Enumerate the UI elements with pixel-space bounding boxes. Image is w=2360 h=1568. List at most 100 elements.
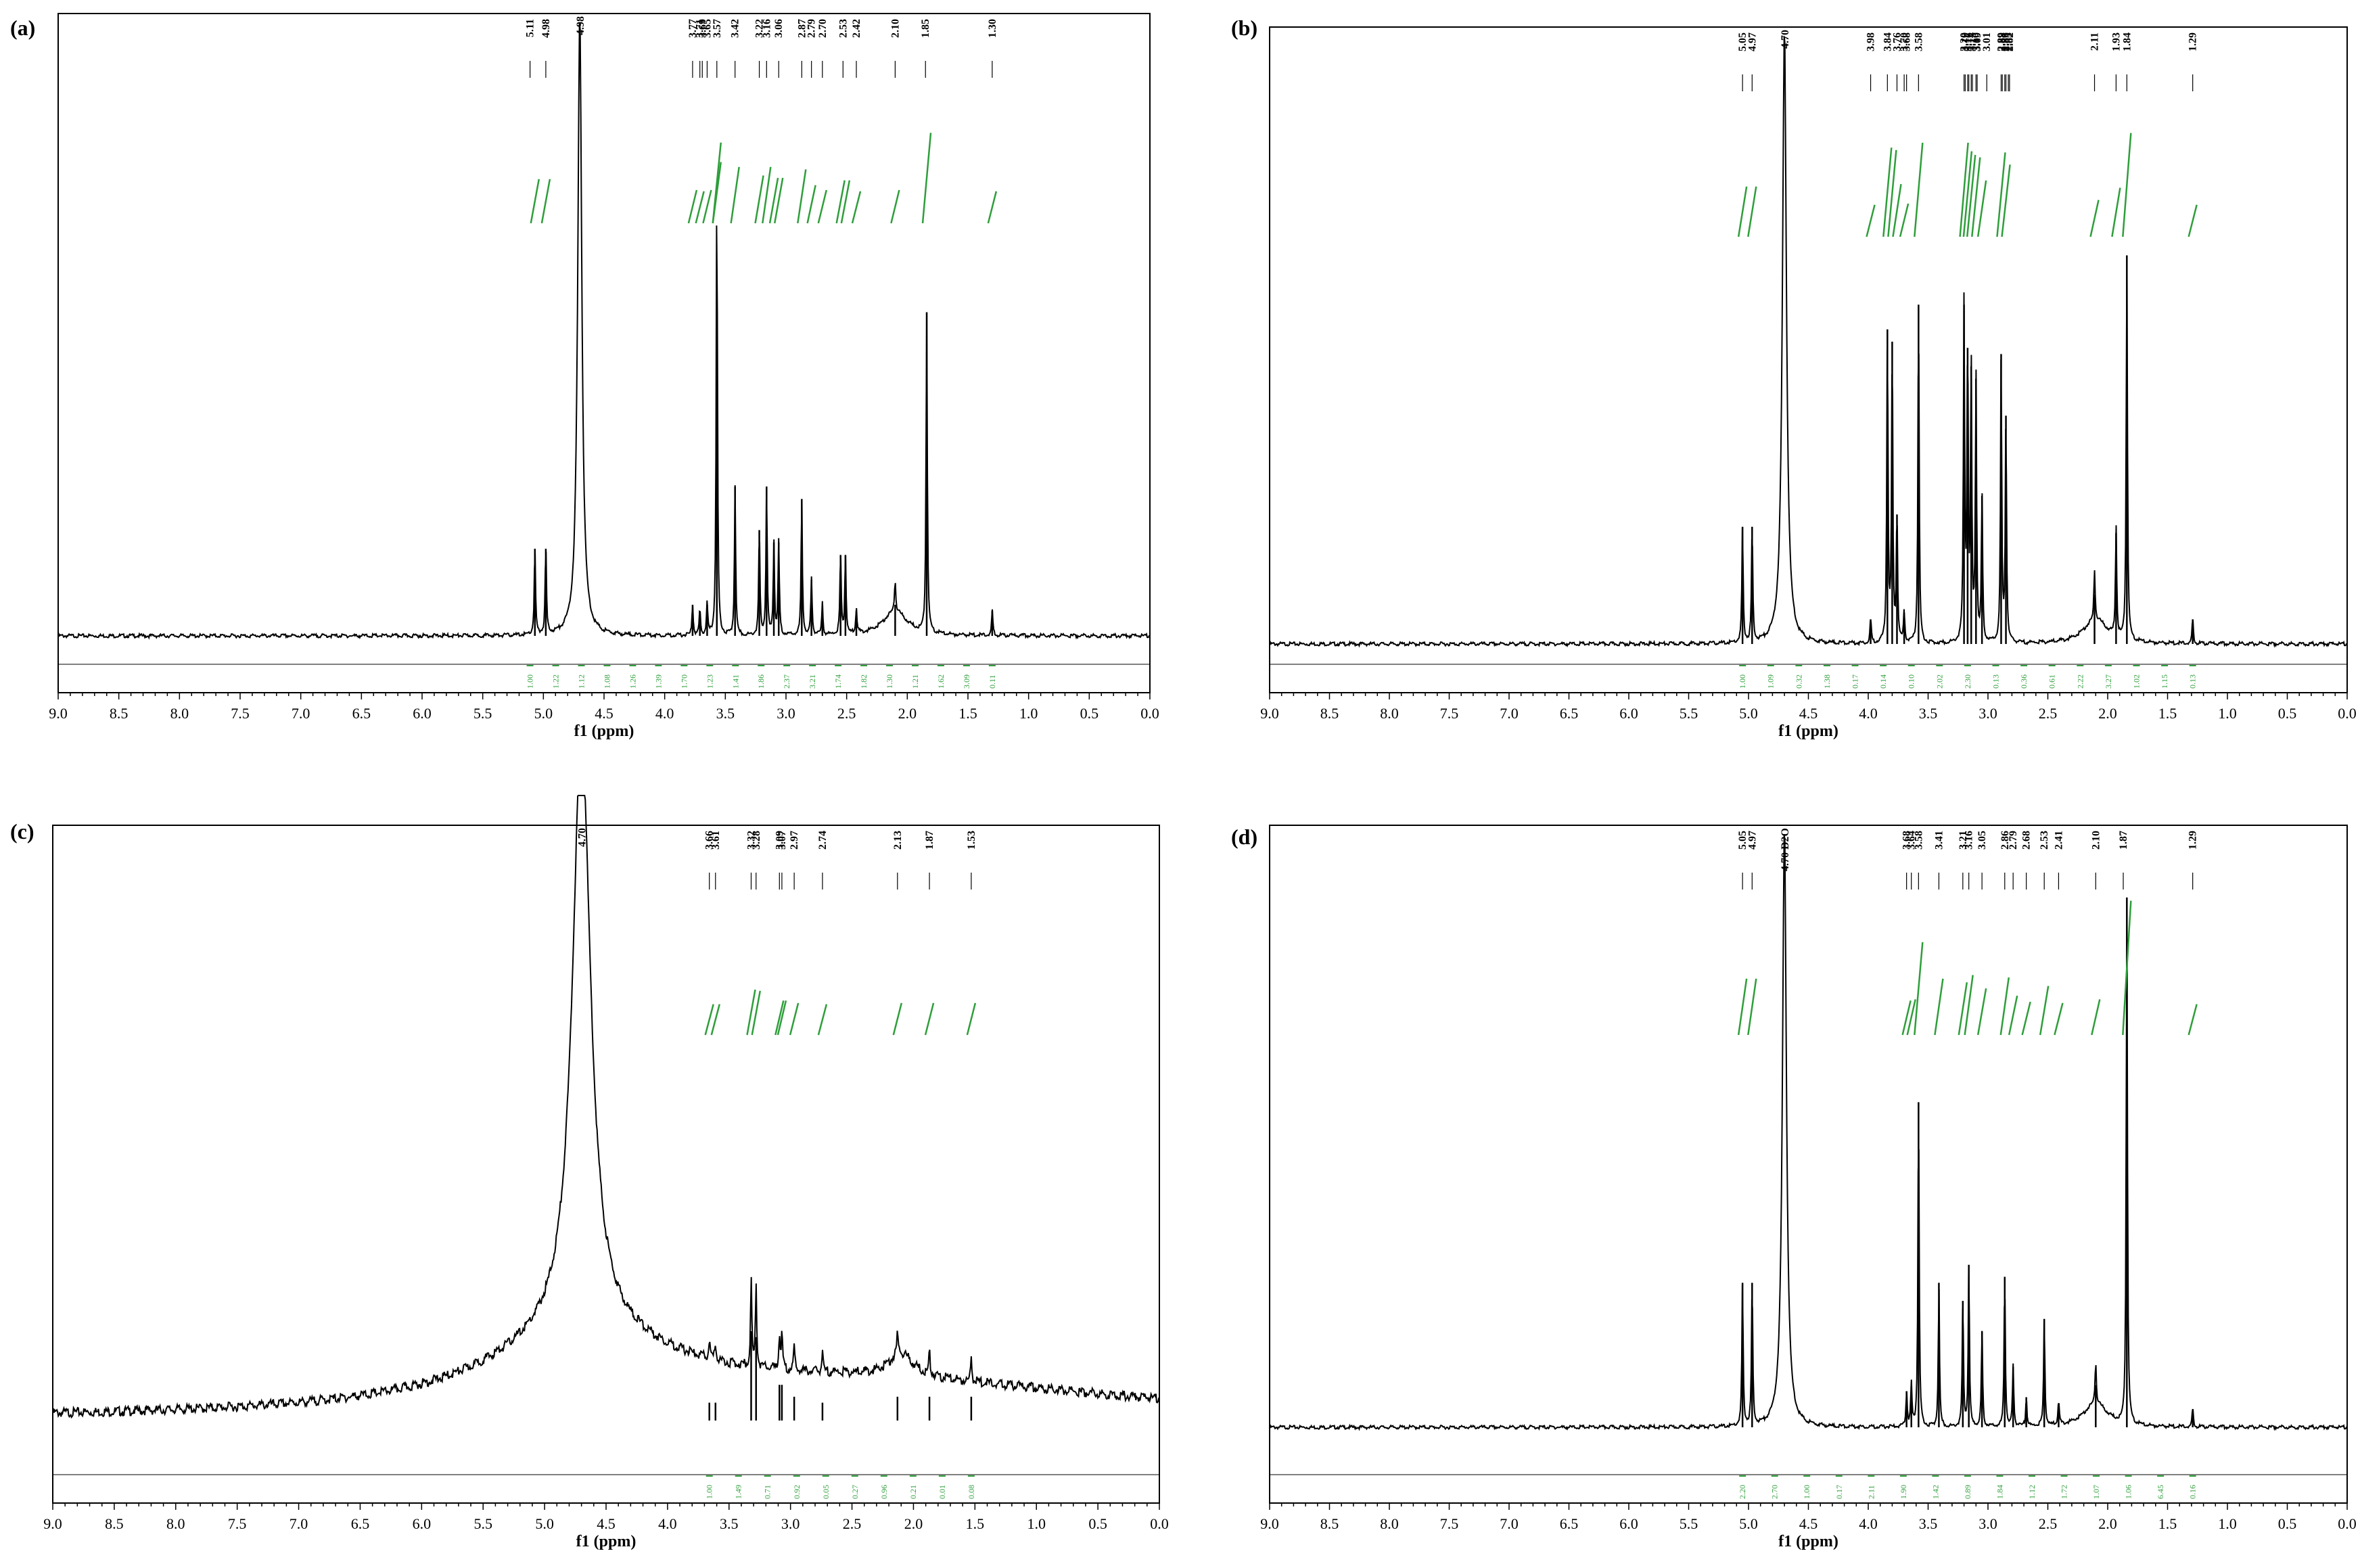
peak-shift-label: 1.87: [2118, 831, 2129, 850]
peak-shift-label: 3.09: [774, 831, 785, 850]
integral-curve: [2188, 204, 2198, 237]
x-tick-label: 7.0: [1500, 705, 1519, 722]
x-tick-label: 9.0: [1260, 1515, 1279, 1532]
x-tick-label: 5.0: [535, 1515, 554, 1532]
peak-shift-label: 3.22: [754, 19, 766, 38]
peak-shift-label: 5.05: [1737, 32, 1749, 51]
peak-shift-label: 3.58: [1913, 831, 1924, 850]
x-tick-label: 0.0: [1150, 1515, 1169, 1532]
integral-curve: [774, 177, 784, 224]
integral-value: 3.21: [808, 674, 817, 689]
integral-value: 2.70: [1770, 1485, 1780, 1499]
peak-shift-label: 3.65: [701, 19, 713, 38]
peak-shift-label: 3.42: [730, 19, 741, 38]
x-tick-label: 6.5: [351, 1515, 370, 1532]
integral-curve: [1906, 999, 1916, 1036]
integral-value: 1.41: [731, 674, 740, 689]
x-tick-label: 6.5: [1560, 705, 1579, 722]
peak-shift-label: 3.69: [697, 19, 708, 38]
peak-shift-label: 5.11: [525, 19, 536, 37]
integral-curve: [1866, 204, 1876, 237]
x-tick-label: 9.0: [43, 1515, 62, 1532]
spectrum-line: [52, 795, 1160, 1419]
peak-shift-label: 3.17: [1962, 32, 1974, 51]
integral-value: 1.49: [734, 1485, 743, 1499]
panel-label: (b): [1231, 16, 1257, 40]
integral-value: 1.74: [833, 674, 843, 689]
integral-curve: [2001, 164, 2011, 237]
integral-value: 1.70: [679, 674, 689, 689]
peak-shift-label: 3.57: [712, 19, 723, 38]
integral-curves: [1737, 133, 2198, 237]
x-tick-label: 2.5: [837, 705, 856, 722]
integral-curves: [530, 133, 998, 224]
x-tick-label: 7.0: [290, 1515, 308, 1532]
plot-frame: [1269, 26, 2348, 693]
integral-curve: [1964, 975, 1974, 1036]
integral-curve: [817, 189, 828, 224]
x-tick-label: 0.0: [1140, 705, 1159, 722]
peak-shift-label: 2.79: [2008, 831, 2019, 850]
integral-value: 2.11: [1866, 1485, 1876, 1499]
x-tick-label: 3.0: [777, 705, 795, 722]
integral-value: 1.00: [705, 1485, 714, 1499]
x-tick-label: 4.0: [1859, 705, 1878, 722]
integral-curve: [751, 990, 761, 1036]
integral-value: 1.90: [1899, 1485, 1908, 1499]
spectrum-line: [1269, 834, 2348, 1431]
integral-curve: [777, 1000, 787, 1036]
integral-curve: [704, 1004, 714, 1036]
peak-shift-label: 3.32: [745, 831, 757, 850]
integral-curve: [2111, 187, 2121, 237]
integral-value: 1.42: [1930, 1485, 1940, 1499]
peak-shift-label: 3.98: [1866, 32, 1877, 51]
integral-value: 6.45: [2156, 1485, 2165, 1499]
x-axis-title: f1 (ppm): [1778, 722, 1838, 740]
peak-shift-label: 1.87: [924, 831, 935, 850]
x-tick-label: 2.0: [898, 705, 917, 722]
peak-shift-label: 2.53: [2039, 831, 2050, 850]
peak-shift-label: 3.14: [1966, 32, 1977, 51]
integral-curve: [1887, 149, 1897, 237]
peak-shift-label: 3.06: [773, 19, 785, 38]
peak-shift-label: 3.70: [1899, 32, 1910, 51]
x-tick-label: 4.5: [1799, 1515, 1818, 1532]
integral-curve: [1996, 152, 2006, 237]
panel-label: (d): [1231, 825, 1257, 849]
peak-shift-label: 2.82: [2004, 32, 2016, 51]
solvent-peak-label: 4.70: [1780, 30, 1791, 49]
x-tick-label: 2.0: [2098, 1515, 2117, 1532]
x-tick-label: 0.0: [2338, 1515, 2357, 1532]
x-tick-label: 6.0: [413, 1515, 432, 1532]
x-tick-label: 4.0: [1859, 1515, 1878, 1532]
integral-curve: [2091, 999, 2101, 1036]
peak-shift-label: 3.16: [1964, 831, 1975, 850]
integral-value: 0.96: [879, 1485, 889, 1499]
spectrum-panel-a: (a) 9.0 8.5 8.0 7.5 7.0 6.5 6.0 5.5 5.0 4.5 4.0 3.5 3…: [10, 13, 1159, 740]
integral-curve: [2021, 1001, 2031, 1036]
x-tick-label: 5.5: [1680, 705, 1698, 722]
integral-value: 1.26: [628, 674, 637, 689]
x-tick-label: 2.5: [2039, 705, 2058, 722]
integral-curve: [1914, 942, 1924, 1036]
x-tick-label: 7.5: [228, 1515, 247, 1532]
integral-curve: [1959, 142, 1969, 237]
x-tick-label: 8.5: [1320, 1515, 1339, 1532]
solvent-peak-label: 4.70 D2O: [1780, 828, 1791, 871]
integral-value: 0.89: [1963, 1485, 1972, 1499]
x-tick-label: 3.0: [1979, 1515, 1997, 1532]
integral-value: 1.72: [2060, 1485, 2069, 1499]
x-tick-label: 1.0: [2218, 1515, 2237, 1532]
integral-value: 0.14: [1878, 674, 1888, 689]
x-tick-label: 2.5: [2039, 1515, 2058, 1532]
integral-value: 0.17: [1851, 674, 1860, 689]
x-tick-label: 4.0: [655, 705, 674, 722]
integral-value: 0.32: [1794, 674, 1803, 689]
integral-values: 1.00 1.49 0.71 0.92 0.05 0.27 0.96 0.21 0.01 0.08: [705, 1475, 976, 1499]
peak-shift-label: 3.77: [687, 19, 699, 38]
x-tick-label: 4.5: [597, 1515, 616, 1532]
x-tick-label: 3.5: [716, 705, 735, 722]
integral-curve: [921, 133, 932, 224]
peak-shift-label: 5.05: [1737, 831, 1749, 850]
